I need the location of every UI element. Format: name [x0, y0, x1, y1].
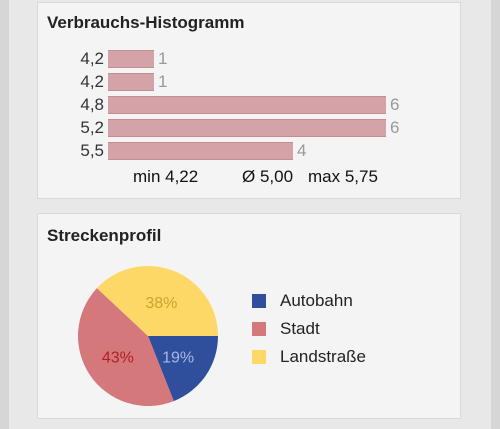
histogram-row-label: 5,2	[80, 118, 104, 137]
pie-slice-autobahn	[148, 336, 218, 402]
histogram-row-label: 4,2	[80, 49, 104, 68]
left-edge	[0, 0, 9, 429]
legend-swatch	[252, 322, 266, 336]
histogram-bar	[108, 142, 293, 160]
pie-slice-stadt	[78, 288, 174, 406]
histogram-row: 4,8 6	[38, 94, 460, 116]
route-profile-card: Streckenprofil 19% 43% 38% Autobahn Stadt La…	[37, 213, 461, 419]
legend-label: Autobahn	[280, 291, 353, 310]
histogram-row: 5,2 6	[38, 117, 460, 139]
histogram-bar	[108, 50, 154, 68]
histogram-row-label: 4,2	[80, 72, 104, 91]
histogram-bar	[108, 73, 154, 91]
pie-slice-label: 43%	[102, 349, 134, 366]
pie-chart: 19% 43% 38%	[76, 264, 220, 408]
histogram-bar-count: 1	[158, 72, 168, 91]
histogram-row: 4,2 1	[38, 48, 460, 70]
histogram-bar-count: 6	[390, 95, 400, 114]
legend-swatch	[252, 350, 266, 364]
pie-chart-svg: 19% 43% 38%	[78, 266, 218, 406]
histogram-row: 4,2 1	[38, 71, 460, 93]
pie-slice-label: 38%	[145, 295, 177, 312]
stat-max: max 5,75	[308, 167, 378, 186]
legend-swatch	[252, 294, 266, 308]
stat-average: Ø 5,00	[242, 167, 294, 186]
histogram-bar	[108, 96, 386, 114]
legend-label: Stadt	[280, 319, 320, 338]
legend-label: Landstraße	[280, 347, 366, 366]
histogram-bar-count: 6	[390, 118, 400, 137]
histogram-row-label: 5,5	[80, 141, 104, 160]
histogram-title: Verbrauchs-Histogramm	[47, 13, 245, 32]
histogram-bar	[108, 119, 386, 137]
histogram-row-label: 4,8	[80, 95, 104, 114]
pie-slice-landstraße	[96, 266, 218, 336]
route-profile-title: Streckenprofil	[47, 226, 162, 245]
histogram-bar-count: 1	[158, 49, 168, 68]
stat-min: min 4,22	[133, 167, 199, 186]
histogram-bar-count: 4	[297, 141, 307, 160]
right-edge	[491, 0, 500, 429]
pie-slice-label: 19%	[162, 349, 194, 366]
histogram-card: Verbrauchs-Histogramm 4,2 1 4,2 1 4,8 6 5,2 6 5,…	[37, 2, 461, 199]
histogram-row: 5,5 4	[38, 140, 460, 162]
